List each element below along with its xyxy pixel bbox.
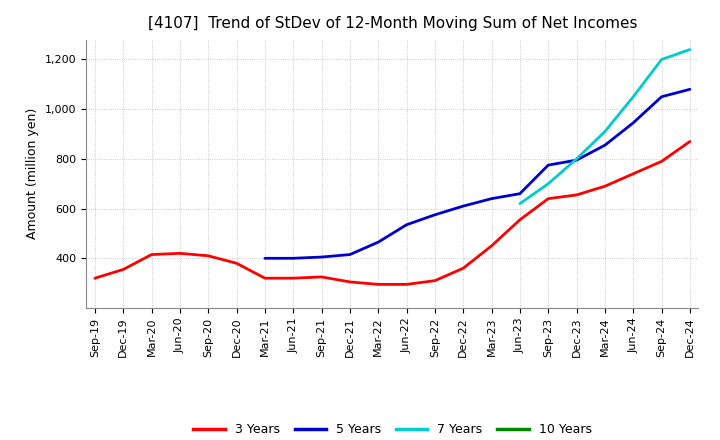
- Legend: 3 Years, 5 Years, 7 Years, 10 Years: 3 Years, 5 Years, 7 Years, 10 Years: [188, 418, 597, 440]
- Y-axis label: Amount (million yen): Amount (million yen): [27, 108, 40, 239]
- Title: [4107]  Trend of StDev of 12-Month Moving Sum of Net Incomes: [4107] Trend of StDev of 12-Month Moving…: [148, 16, 637, 32]
